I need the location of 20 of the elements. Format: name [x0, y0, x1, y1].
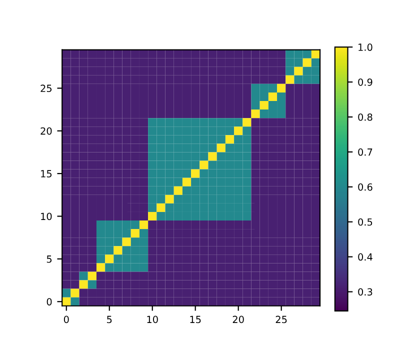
- color-bar-label: 0.5: [358, 218, 372, 226]
- x-tick-label: 5: [107, 316, 112, 324]
- y-tick-label: 0: [46, 298, 52, 306]
- color-bar-label: 1.0: [358, 44, 372, 51]
- color-bar-label: 0.4: [358, 253, 372, 261]
- x-tick-label: 10: [147, 316, 158, 324]
- y-tick-label: 15: [41, 170, 52, 178]
- y-tick-label: 10: [41, 212, 52, 220]
- x-tick-label: 0: [64, 316, 69, 324]
- x-tick-label: 20: [232, 316, 244, 324]
- color-bar-label: 0.9: [358, 78, 372, 86]
- y-tick-label: 20: [40, 127, 52, 135]
- y-tick-label: 25: [40, 84, 52, 92]
- color-bar-label: 0.8: [358, 113, 372, 121]
- color-bar-label: 0.3: [358, 288, 372, 296]
- x-tick-label: 15: [190, 316, 201, 324]
- color-bar-label: 0.6: [358, 183, 372, 191]
- x-tick-label: 25: [276, 316, 287, 324]
- color-bar-label: 0.7: [358, 148, 372, 156]
- y-tick-label: 5: [46, 256, 52, 263]
